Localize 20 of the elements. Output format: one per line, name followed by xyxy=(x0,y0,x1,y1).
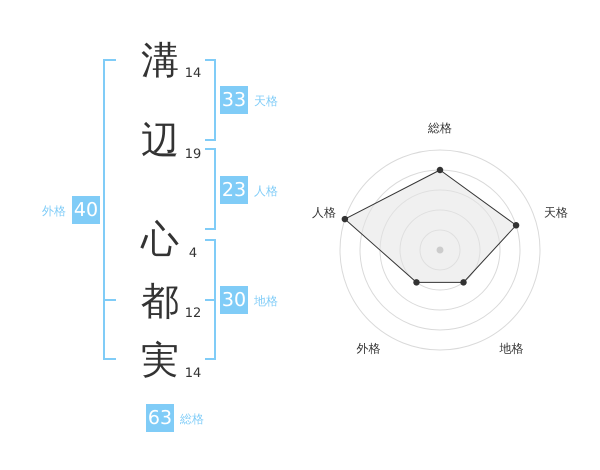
category-label: 地格 xyxy=(253,294,278,308)
category-label: 心 xyxy=(140,217,179,261)
spoke-label: 地格 xyxy=(498,342,524,356)
spoke-label: 外格 xyxy=(356,342,380,356)
category-label: 実 xyxy=(141,338,179,382)
category-label: 総格 xyxy=(179,412,204,426)
data-label: 19 xyxy=(184,147,202,162)
spoke-label: 人格 xyxy=(312,205,336,220)
category-label: 外格 xyxy=(42,204,66,218)
data-label: 4 xyxy=(188,246,198,261)
category-label: 溝 xyxy=(141,38,179,82)
spoke-label: 総格 xyxy=(427,121,452,135)
category-label: 人格 xyxy=(254,184,278,198)
spoke-label: 天格 xyxy=(544,205,568,220)
category-label: 都 xyxy=(141,279,179,323)
data-label: 14 xyxy=(184,366,202,381)
data-label: 12 xyxy=(184,306,202,321)
category-label: 天格 xyxy=(254,94,278,108)
category-label: 辺 xyxy=(141,118,179,162)
data-label: 14 xyxy=(184,66,202,81)
